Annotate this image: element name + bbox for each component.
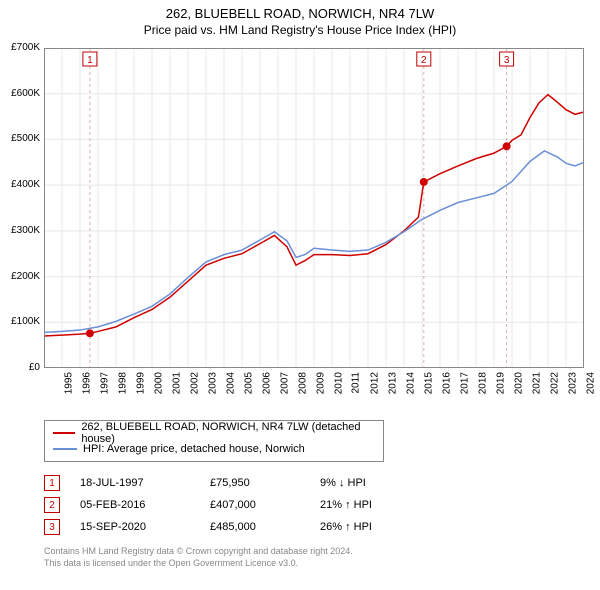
sale-row: 2 05-FEB-2016 £407,000 21% ↑ HPI [44,494,584,516]
x-tick-label: 2006 [261,372,272,394]
x-tick-label: 2008 [297,372,308,394]
sale-marker-icon: 1 [44,475,60,491]
x-tick-label: 2004 [225,372,236,394]
y-tick-label: £400K [0,179,40,190]
x-tick-label: 2011 [351,372,362,394]
sale-date: 05-FEB-2016 [80,499,210,511]
x-tick-label: 2019 [495,372,506,394]
footer-line: This data is licensed under the Open Gov… [44,558,584,570]
footer-line: Contains HM Land Registry data © Crown c… [44,546,584,558]
sale-date: 18-JUL-1997 [80,477,210,489]
x-tick-label: 2017 [459,372,470,394]
legend-row: 262, BLUEBELL ROAD, NORWICH, NR4 7LW (de… [53,425,375,441]
chart-container: 262, BLUEBELL ROAD, NORWICH, NR4 7LW Pri… [0,0,600,590]
x-tick-label: 2023 [567,372,578,394]
y-tick-label: £200K [0,271,40,282]
y-tick-label: £600K [0,88,40,99]
x-tick-label: 2009 [315,372,326,394]
x-tick-label: 1999 [135,372,146,394]
x-tick-label: 2000 [153,372,164,394]
plot-svg: 1 2 3 [44,48,584,368]
y-tick-label: £100K [0,316,40,327]
chart-subtitle: Price paid vs. HM Land Registry's House … [0,21,600,37]
sale-diff: 9% ↓ HPI [320,477,430,489]
sale-diff: 26% ↑ HPI [320,521,430,533]
x-tick-label: 2003 [207,372,218,394]
sales-table: 1 18-JUL-1997 £75,950 9% ↓ HPI 2 05-FEB-… [44,472,584,538]
below-chart: 262, BLUEBELL ROAD, NORWICH, NR4 7LW (de… [44,420,584,569]
x-tick-label: 2012 [369,372,380,394]
footer: Contains HM Land Registry data © Crown c… [44,546,584,569]
sale-price: £407,000 [210,499,320,511]
plot-area: 1 2 3 [44,48,584,368]
x-tick-label: 1996 [81,372,92,394]
x-tick-label: 2013 [387,372,398,394]
x-tick-label: 2020 [513,372,524,394]
x-tick-label: 2018 [477,372,488,394]
y-tick-label: £0 [0,362,40,373]
sale-price: £485,000 [210,521,320,533]
x-tick-label: 1997 [99,372,110,394]
x-tick-label: 2016 [441,372,452,394]
legend-label: 262, BLUEBELL ROAD, NORWICH, NR4 7LW (de… [81,421,375,445]
legend-label: HPI: Average price, detached house, Norw… [83,443,305,455]
sale-diff: 21% ↑ HPI [320,499,430,511]
sale-marker-icon: 2 [44,497,60,513]
sale-marker-icon: 3 [44,519,60,535]
x-tick-label: 2024 [585,372,596,394]
sale-row: 1 18-JUL-1997 £75,950 9% ↓ HPI [44,472,584,494]
legend-swatch-series-1 [53,448,77,450]
x-tick-label: 2002 [189,372,200,394]
x-tick-label: 2022 [549,372,560,394]
x-tick-label: 2001 [171,372,182,394]
x-tick-label: 2005 [243,372,254,394]
chart-title: 262, BLUEBELL ROAD, NORWICH, NR4 7LW [0,0,600,21]
x-tick-label: 2015 [423,372,434,394]
svg-text:3: 3 [504,55,510,66]
sale-date: 15-SEP-2020 [80,521,210,533]
svg-text:1: 1 [87,55,93,66]
x-tick-label: 2007 [279,372,290,394]
svg-text:2: 2 [421,55,427,66]
sale-price: £75,950 [210,477,320,489]
legend-swatch-series-0 [53,432,75,434]
x-tick-label: 1998 [117,372,128,394]
x-tick-label: 2010 [333,372,344,394]
sale-row: 3 15-SEP-2020 £485,000 26% ↑ HPI [44,516,584,538]
x-tick-label: 2014 [405,372,416,394]
x-tick-label: 2021 [531,372,542,394]
x-tick-label: 1995 [63,372,74,394]
y-tick-label: £300K [0,225,40,236]
y-tick-label: £700K [0,42,40,53]
legend-box: 262, BLUEBELL ROAD, NORWICH, NR4 7LW (de… [44,420,384,462]
y-tick-label: £500K [0,133,40,144]
